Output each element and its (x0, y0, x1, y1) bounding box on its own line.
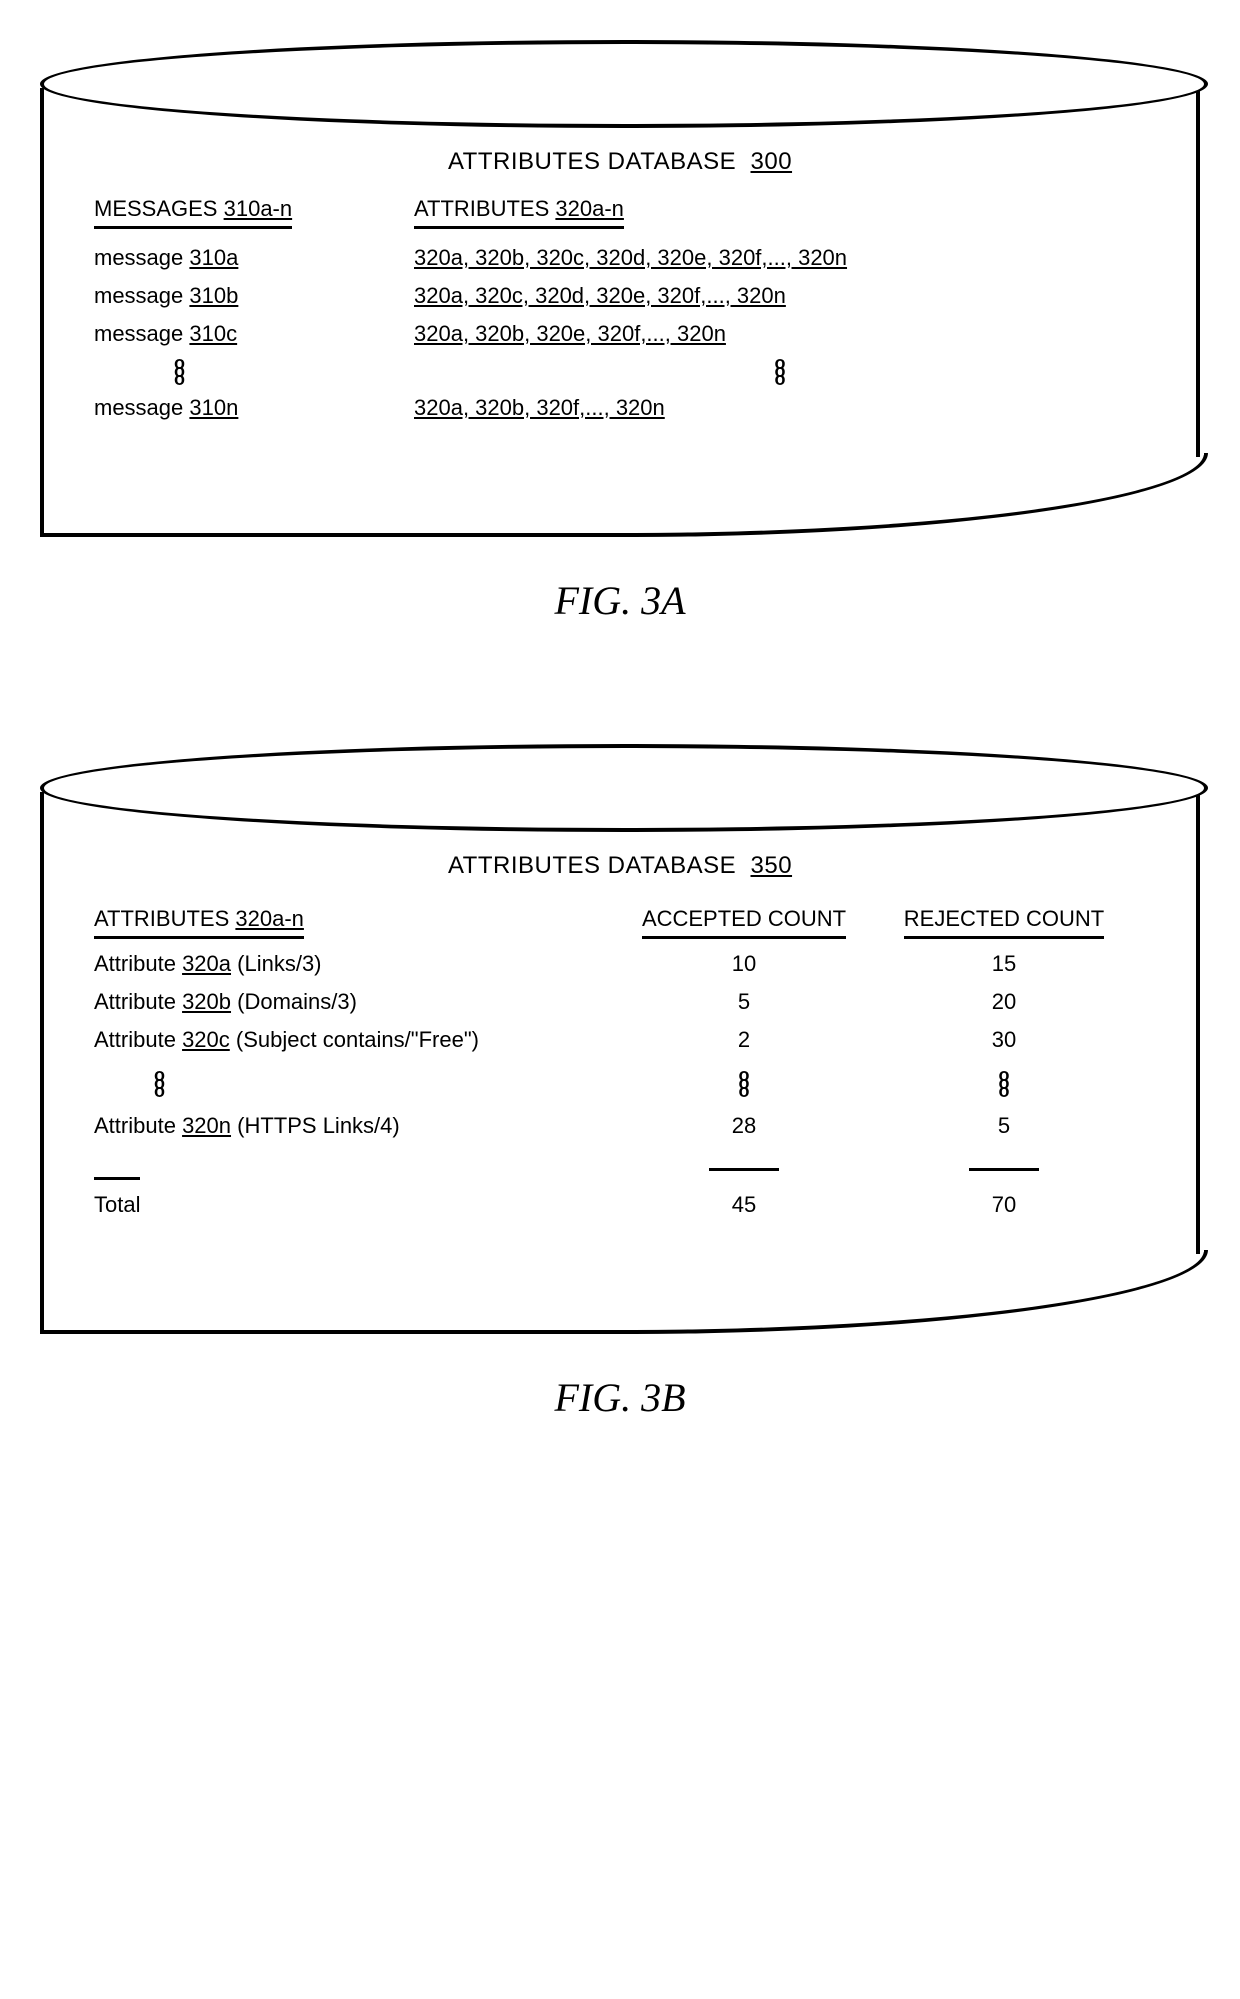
table-row: Attribute 320n (HTTPS Links/4) 28 5 (94, 1107, 1146, 1145)
col-attributes-ref: 320a-n (235, 906, 304, 931)
message-prefix: message (94, 245, 183, 270)
attr-desc: (Domains/3) (237, 989, 357, 1014)
accepted-value: 2 (614, 1027, 874, 1053)
attributes-row: 320a, 320b, 320e, 320f,..., 320n (414, 315, 1146, 353)
attr-desc: (HTTPS Links/4) (237, 1113, 400, 1138)
col-attributes-header: ATTRIBUTES 320a-n (94, 906, 304, 939)
table-row: Attribute 320c (Subject contains/"Free")… (94, 1021, 1146, 1059)
figure-caption-3b: FIG. 3B (40, 1374, 1200, 1421)
attributes-list: 320a, 320c, 320d, 320e, 320f,..., 320n (414, 283, 786, 308)
attr-prefix: Attribute (94, 1027, 176, 1052)
attr-desc: (Subject contains/"Free") (236, 1027, 479, 1052)
attributes-list: 320a, 320b, 320f,..., 320n (414, 395, 665, 420)
message-ref: 310n (189, 395, 238, 420)
attr-ref: 320c (182, 1027, 230, 1052)
attributes-header-ref: 320a-n (555, 196, 624, 221)
cylinder-bottom (40, 453, 1208, 537)
database-cylinder-3b: ATTRIBUTES DATABASE 350 ATTRIBUTES 320a-… (40, 744, 1200, 1334)
message-ref: 310b (189, 283, 238, 308)
col-accepted-header: ACCEPTED COUNT (642, 906, 846, 939)
message-prefix: message (94, 321, 183, 346)
attr-prefix: Attribute (94, 951, 176, 976)
message-row: message 310a (94, 239, 374, 277)
message-ref: 310c (189, 321, 237, 346)
rejected-value: 15 (874, 951, 1134, 977)
db-title-ref: 300 (751, 148, 793, 175)
vertical-ellipsis: ooo (414, 353, 1146, 389)
cylinder-bottom (40, 1250, 1208, 1334)
attributes-list: 320a, 320b, 320e, 320f,..., 320n (414, 321, 726, 346)
table-row: Attribute 320a (Links/3) 10 15 (94, 945, 1146, 983)
table-row: Attribute 320b (Domains/3) 5 20 (94, 983, 1146, 1021)
message-row: message 310b (94, 277, 374, 315)
cylinder-top (40, 40, 1208, 128)
cylinder-body: ATTRIBUTES DATABASE 350 ATTRIBUTES 320a-… (40, 792, 1200, 1254)
total-rejected: 70 (874, 1192, 1134, 1218)
message-prefix: message (94, 395, 183, 420)
messages-header: MESSAGES 310a-n (94, 196, 292, 229)
attr-ref: 320n (182, 1113, 231, 1138)
messages-header-ref: 310a-n (224, 196, 293, 221)
message-prefix: message (94, 283, 183, 308)
accepted-value: 10 (614, 951, 874, 977)
vertical-ellipsis: ooo (94, 353, 374, 389)
attr-prefix: Attribute (94, 1113, 176, 1138)
attr-ref: 320a (182, 951, 231, 976)
total-accepted: 45 (614, 1192, 874, 1218)
attr-ref: 320b (182, 989, 231, 1014)
cylinder-top (40, 744, 1208, 832)
rejected-value: 5 (874, 1113, 1134, 1139)
col-attributes-label: ATTRIBUTES (94, 906, 229, 931)
db-title-ref: 350 (751, 852, 793, 879)
db-title-3a: ATTRIBUTES DATABASE 300 (94, 148, 1146, 176)
cylinder-body: ATTRIBUTES DATABASE 300 MESSAGES 310a-n … (40, 88, 1200, 457)
attributes-column: ATTRIBUTES 320a-n 320a, 320b, 320c, 320d… (414, 196, 1146, 427)
database-cylinder-3a: ATTRIBUTES DATABASE 300 MESSAGES 310a-n … (40, 40, 1200, 537)
accepted-value: 5 (614, 989, 874, 1015)
table-total-row: Total 45 70 (94, 1186, 1146, 1224)
messages-column: MESSAGES 310a-n message 310a message 310… (94, 196, 374, 427)
col-rejected-header: REJECTED COUNT (904, 906, 1104, 939)
messages-header-label: MESSAGES (94, 196, 217, 221)
rejected-value: 30 (874, 1027, 1134, 1053)
attributes-count-table: ATTRIBUTES 320a-n ACCEPTED COUNT REJECTE… (94, 900, 1146, 1224)
table-header-row: ATTRIBUTES 320a-n ACCEPTED COUNT REJECTE… (94, 900, 1146, 945)
message-ref: 310a (189, 245, 238, 270)
attributes-header-label: ATTRIBUTES (414, 196, 549, 221)
attributes-row: 320a, 320b, 320c, 320d, 320e, 320f,..., … (414, 239, 1146, 277)
db-title-text: ATTRIBUTES DATABASE (448, 148, 736, 175)
attributes-list: 320a, 320b, 320c, 320d, 320e, 320f,..., … (414, 245, 847, 270)
figure-caption-3a: FIG. 3A (40, 577, 1200, 624)
attributes-row: 320a, 320b, 320f,..., 320n (414, 389, 1146, 427)
attributes-row: 320a, 320c, 320d, 320e, 320f,..., 320n (414, 277, 1146, 315)
db-title-3b: ATTRIBUTES DATABASE 350 (94, 852, 1146, 880)
accepted-value: 28 (614, 1113, 874, 1139)
table-ellipsis-row: ooo ooo ooo (94, 1059, 1146, 1107)
attr-desc: (Links/3) (237, 951, 321, 976)
message-row: message 310c (94, 315, 374, 353)
rejected-value: 20 (874, 989, 1134, 1015)
attributes-header: ATTRIBUTES 320a-n (414, 196, 624, 229)
vertical-ellipsis: ooo (94, 1065, 614, 1101)
message-row: message 310n (94, 389, 374, 427)
total-label: Total (94, 1192, 140, 1217)
table-rule-row (94, 1145, 1146, 1186)
vertical-ellipsis: ooo (874, 1065, 1134, 1101)
attr-prefix: Attribute (94, 989, 176, 1014)
vertical-ellipsis: ooo (614, 1065, 874, 1101)
db-title-text: ATTRIBUTES DATABASE (448, 852, 736, 879)
